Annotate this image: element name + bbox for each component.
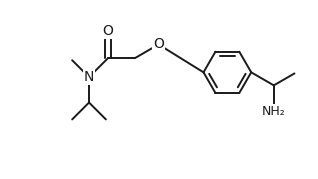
Text: NH₂: NH₂ [262,105,286,118]
Text: O: O [153,37,164,52]
Text: N: N [84,70,94,84]
Text: O: O [103,24,114,38]
